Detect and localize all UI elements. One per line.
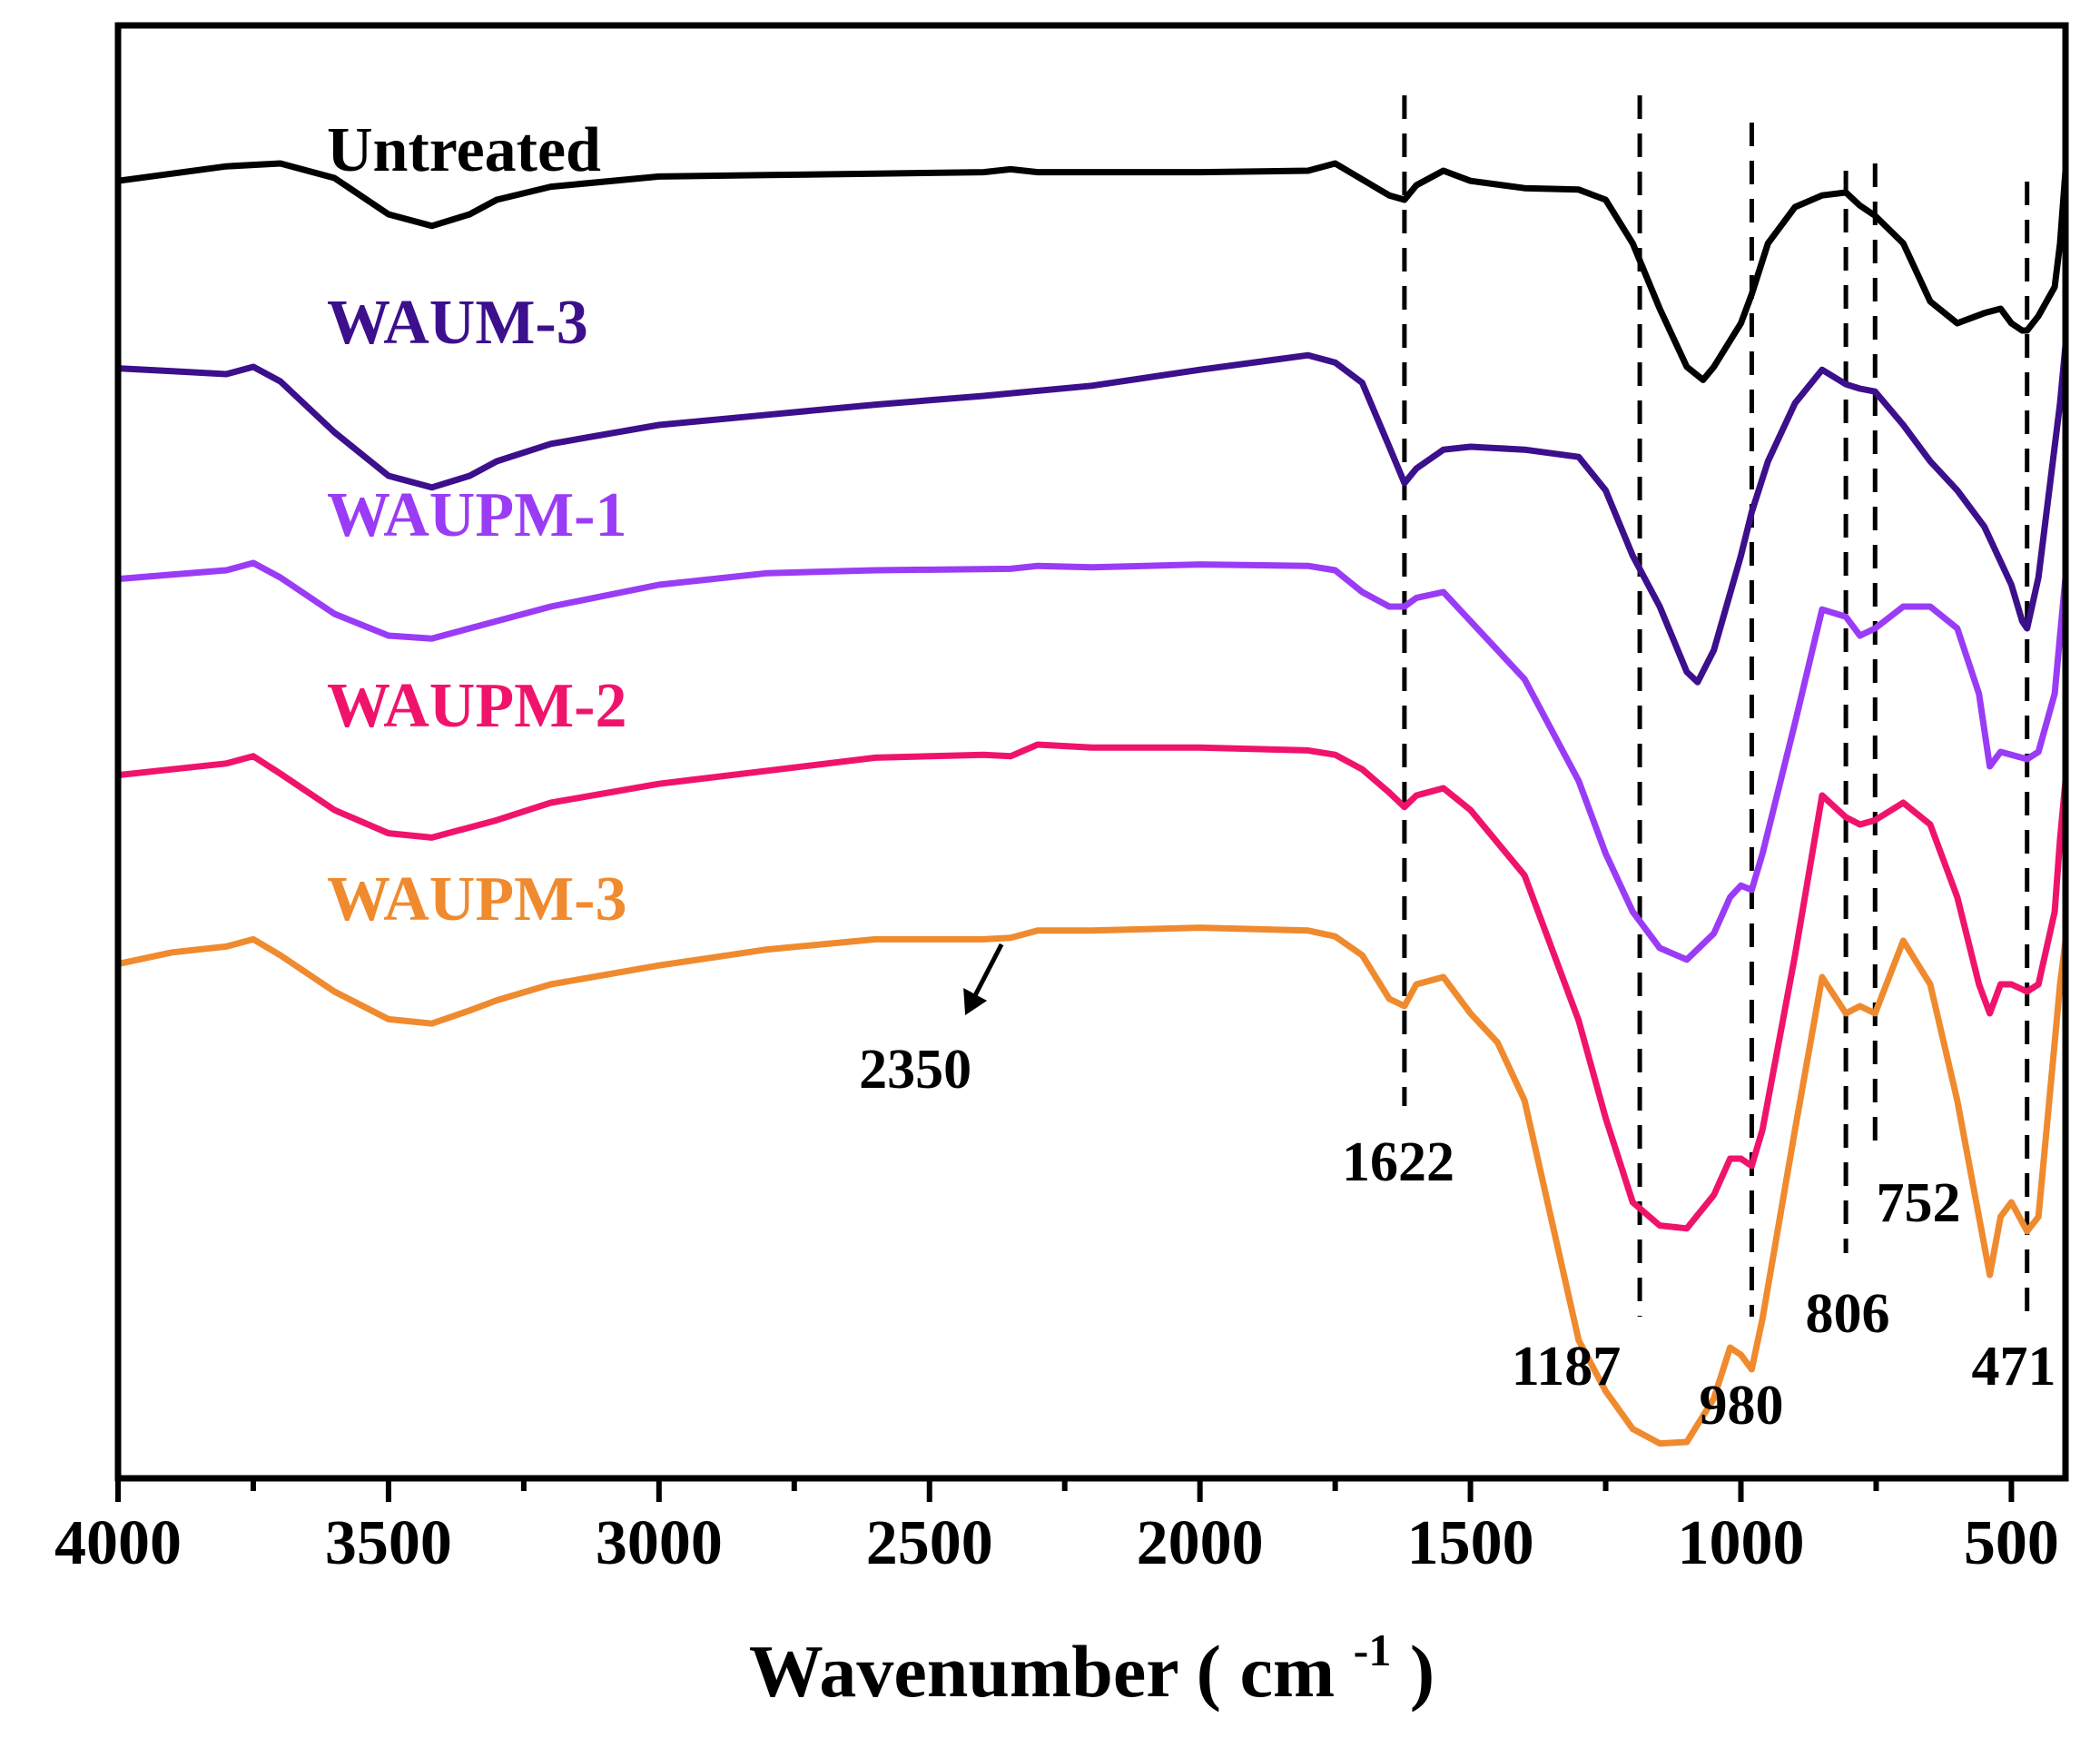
x-tick-label-500: 500 (1964, 1508, 2059, 1578)
x-axis-title-open: ( (1197, 1630, 1221, 1713)
peak-label-752: 752 (1877, 1172, 1961, 1234)
peak-label-980: 980 (1700, 1375, 1784, 1437)
series-label-waum-3: WAUM-3 (327, 288, 588, 358)
series-label-waupm-3: WAUPM-3 (327, 864, 626, 934)
annotation-arrow-line (971, 943, 1004, 999)
x-tick-label-1000: 1000 (1678, 1508, 1805, 1578)
series-line-waupm-1 (114, 559, 2069, 963)
plot-frame (114, 22, 2069, 1482)
peak-label-806: 806 (1806, 1283, 1890, 1345)
x-tick-label-3500: 3500 (325, 1508, 452, 1578)
x-tick-label-2000: 2000 (1137, 1508, 1264, 1578)
x-axis-tick-labels: 4000 3500 3000 2500 2000 1500 1000 500 (54, 1508, 2059, 1578)
peak-label-1622: 1622 (1342, 1131, 1454, 1193)
series-label-waupm-1: WAUPM-1 (327, 480, 626, 550)
series-group (114, 160, 2069, 1447)
series-line-waupm-2 (114, 741, 2069, 1232)
annotation-arrow-head (963, 988, 988, 1015)
series-labels-group: Untreated WAUM-3 WAUPM-1 WAUPM-2 WAUPM-3 (327, 115, 626, 934)
peak-lines-group (1402, 95, 2030, 1317)
series-line-waum-3 (114, 341, 2069, 686)
series-line-waupm-3 (114, 924, 2069, 1447)
peak-labels-group: 1622 1187 980 806 752 471 (1342, 1131, 2056, 1437)
x-axis-title-main: Wavenumber (749, 1630, 1178, 1713)
series-line-untreated (114, 160, 2069, 383)
x-tick-label-4000: 4000 (54, 1508, 182, 1578)
peak-label-1187: 1187 (1512, 1336, 1622, 1397)
x-tick-label-1500: 1500 (1407, 1508, 1534, 1578)
x-axis-ticks (115, 1478, 2015, 1502)
x-tick-label-3000: 3000 (596, 1508, 723, 1578)
x-axis-title-exponent: -1 (1354, 1625, 1392, 1675)
x-axis-title: Wavenumber ( cm -1 ) (749, 1599, 1435, 1713)
series-label-waupm-2: WAUPM-2 (327, 671, 626, 741)
x-axis-title-close: ) (1410, 1630, 1435, 1713)
peak-label-471: 471 (1972, 1336, 2056, 1397)
annotation-2350: 2350 (859, 943, 1004, 1101)
x-tick-label-2500: 2500 (866, 1508, 993, 1578)
annotation-label: 2350 (859, 1039, 971, 1101)
series-label-untreated: Untreated (327, 115, 601, 185)
x-axis-title-unit: cm (1239, 1630, 1335, 1713)
